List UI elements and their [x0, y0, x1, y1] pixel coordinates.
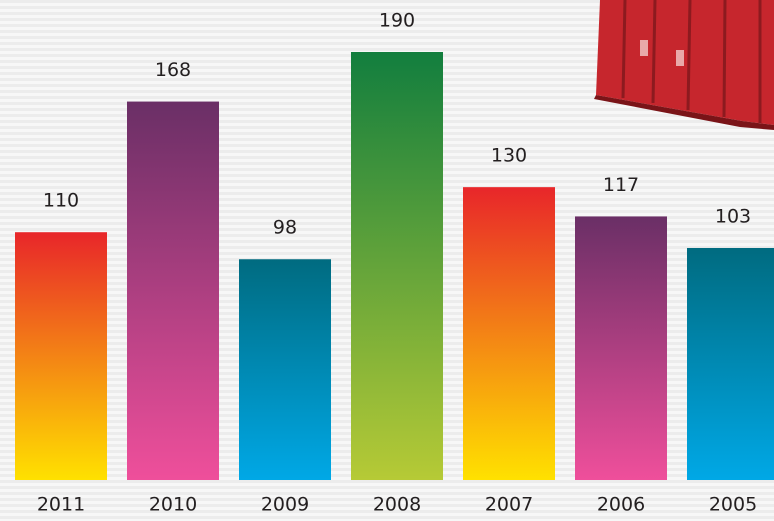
bar [351, 52, 443, 480]
value-label: 190 [379, 10, 415, 32]
x-tick-label: 2011 [37, 494, 85, 516]
value-label: 110 [43, 190, 79, 212]
x-tick-label: 2009 [261, 494, 309, 516]
bar [687, 248, 774, 480]
bar [127, 102, 219, 480]
bar [463, 187, 555, 480]
bar [15, 232, 107, 480]
x-tick-label: 2007 [485, 494, 533, 516]
container-illustration [594, 0, 774, 130]
bar [239, 259, 331, 480]
x-tick-label: 2005 [709, 494, 757, 516]
value-label: 98 [273, 217, 297, 239]
value-label: 117 [603, 174, 639, 196]
x-tick-label: 2008 [373, 494, 421, 516]
bar [575, 216, 667, 480]
value-label: 103 [715, 205, 751, 227]
value-label: 168 [155, 59, 191, 81]
x-tick-label: 2006 [597, 494, 645, 516]
x-tick-label: 2010 [149, 494, 197, 516]
value-label: 130 [491, 145, 527, 167]
